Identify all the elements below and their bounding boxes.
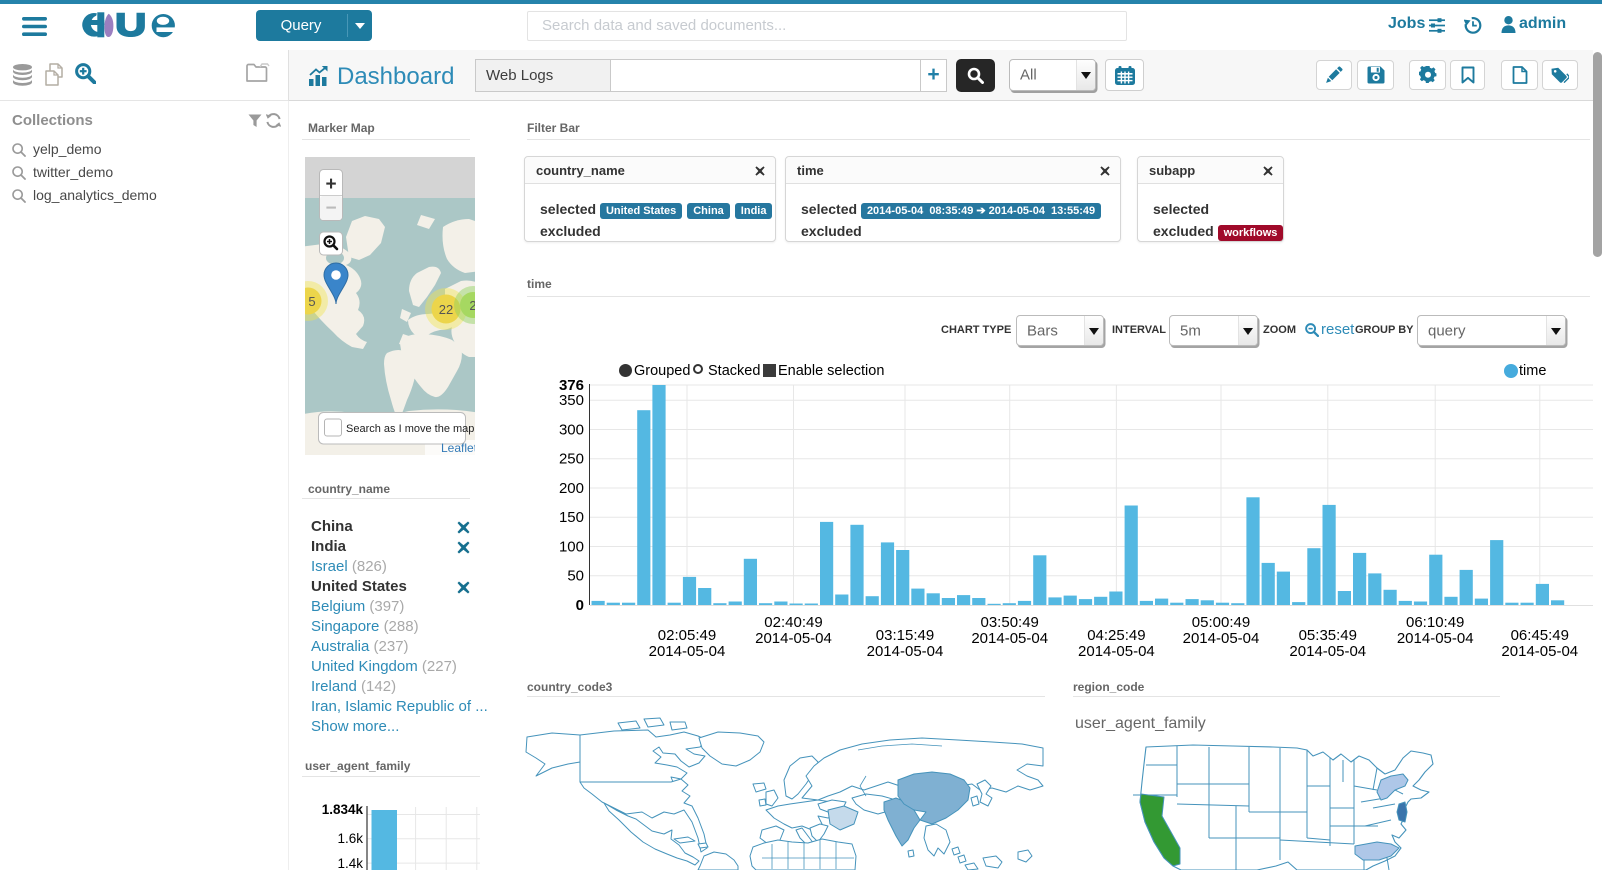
svg-text:2014-05-04: 2014-05-04 xyxy=(649,643,726,660)
svg-text:Search as I move the map: Search as I move the map xyxy=(346,423,474,435)
svg-text:2014-05-04: 2014-05-04 xyxy=(1183,630,1260,647)
svg-text:06:10:49: 06:10:49 xyxy=(1406,614,1464,631)
svg-text:+: + xyxy=(325,174,336,195)
svg-text:06:45:49: 06:45:49 xyxy=(1511,627,1569,644)
svg-text:2: 2 xyxy=(469,298,475,313)
svg-text:2014-05-04: 2014-05-04 xyxy=(867,643,944,660)
svg-text:150: 150 xyxy=(559,509,584,526)
svg-text:376: 376 xyxy=(559,377,584,394)
svg-text:0: 0 xyxy=(576,597,584,614)
svg-text:5: 5 xyxy=(308,294,315,309)
svg-text:2014-05-04: 2014-05-04 xyxy=(1289,643,1366,660)
svg-text:03:15:49: 03:15:49 xyxy=(876,627,934,644)
svg-text:2014-05-04: 2014-05-04 xyxy=(1501,643,1578,660)
svg-text:2014-05-04: 2014-05-04 xyxy=(1078,643,1155,660)
svg-text:−: − xyxy=(325,198,336,219)
svg-text:1.4k: 1.4k xyxy=(337,856,363,870)
svg-text:1.6k: 1.6k xyxy=(337,831,363,846)
svg-text:03:50:49: 03:50:49 xyxy=(981,614,1039,631)
svg-text:22: 22 xyxy=(439,302,453,317)
svg-text:04:25:49: 04:25:49 xyxy=(1087,627,1145,644)
svg-text:Leaflet: Leaflet xyxy=(441,441,475,455)
svg-text:2014-05-04: 2014-05-04 xyxy=(1397,630,1474,647)
svg-text:02:05:49: 02:05:49 xyxy=(658,627,716,644)
svg-text:2014-05-04: 2014-05-04 xyxy=(755,630,832,647)
svg-text:50: 50 xyxy=(567,568,584,585)
svg-text:350: 350 xyxy=(559,392,584,409)
svg-text:300: 300 xyxy=(559,422,584,439)
svg-text:100: 100 xyxy=(559,539,584,556)
svg-text:05:35:49: 05:35:49 xyxy=(1299,627,1357,644)
svg-text:2014-05-04: 2014-05-04 xyxy=(971,630,1048,647)
svg-text:250: 250 xyxy=(559,451,584,468)
svg-text:1.834k: 1.834k xyxy=(322,802,364,817)
svg-text:05:00:49: 05:00:49 xyxy=(1192,614,1250,631)
svg-text:02:40:49: 02:40:49 xyxy=(764,614,822,631)
svg-text:200: 200 xyxy=(559,480,584,497)
